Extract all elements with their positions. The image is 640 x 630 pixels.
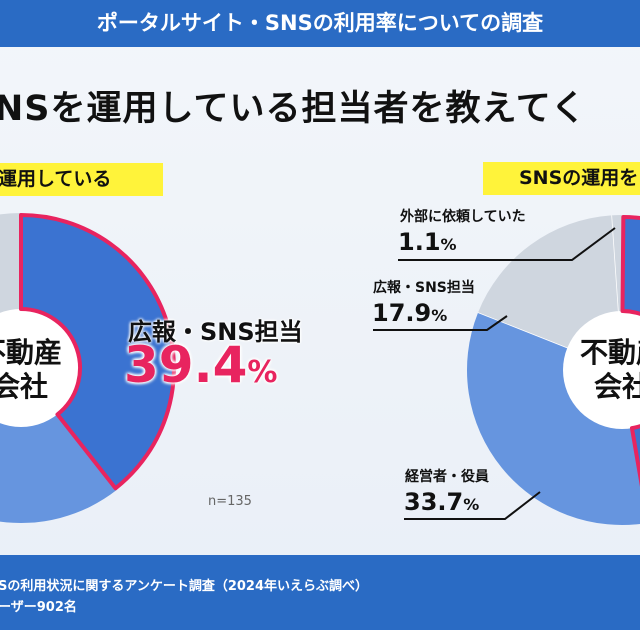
left-center-label: 不動産 会社 (0, 336, 80, 404)
left-donut (0, 213, 176, 523)
sample-size-note: n=135 (208, 494, 252, 509)
slice-value-external: 1.1% (398, 228, 457, 256)
footer-survey-name: Sの利用状況に関するアンケート調査（2024年いえらぶ調べ） (0, 579, 369, 594)
percent-sign: % (463, 495, 480, 514)
header-title: ポータルサイト・SNSの利用率についての調査 (96, 11, 544, 35)
header-banner: ポータルサイト・SNSの利用率についての調査 (0, 0, 640, 47)
percent-sign: % (431, 306, 448, 325)
highlight-slice-label: 広報・SNS担当 (128, 318, 303, 346)
center-label-line2: 会社 (0, 370, 48, 403)
right-chart-subtitle: SNSの運用を (519, 167, 639, 189)
right-chart-tag: SNSの運用を (483, 162, 640, 195)
footer-banner: Sの利用状況に関するアンケート調査（2024年いえらぶ調べ） ーザー902名 (0, 555, 640, 630)
leader-line-pr (373, 315, 508, 331)
slice-value-pr: 17.9% (372, 299, 447, 327)
right-donut (467, 215, 640, 525)
slice-highlighted (620, 215, 640, 487)
percent-sign: % (440, 235, 457, 254)
center-label-line2: 会社 (593, 370, 640, 403)
percent-sign: % (247, 355, 278, 390)
slice-highlighted (19, 213, 176, 491)
value-number: 1.1 (398, 228, 441, 256)
question-title: NSを運用している担当者を教えてく (0, 89, 587, 129)
right-center-label: 不動産 会社 (562, 336, 640, 404)
donut-hole (0, 309, 80, 427)
left-chart-tag: 運用している (0, 163, 163, 196)
value-number: 33.7 (404, 488, 464, 516)
highlight-slice-value: 39.4% (124, 336, 277, 394)
leader-line-executive (404, 491, 541, 520)
left-chart-subtitle: 運用している (0, 168, 112, 190)
value-number: 17.9 (372, 299, 432, 327)
slice-label-external: 外部に依頼していた (400, 209, 526, 225)
leader-lines (373, 227, 616, 520)
value-number: 39.4 (124, 336, 248, 394)
donut-hole (563, 311, 640, 429)
footer-respondents: ーザー902名 (0, 600, 77, 615)
leader-line-external (398, 227, 616, 261)
slice-label-pr: 広報・SNS担当 (373, 280, 475, 296)
slice-label-executive: 経営者・役員 (405, 469, 489, 485)
center-label-line1: 不動産 (0, 336, 62, 369)
slice-value-executive: 33.7% (404, 488, 479, 516)
center-label-line1: 不動産 (579, 336, 640, 369)
